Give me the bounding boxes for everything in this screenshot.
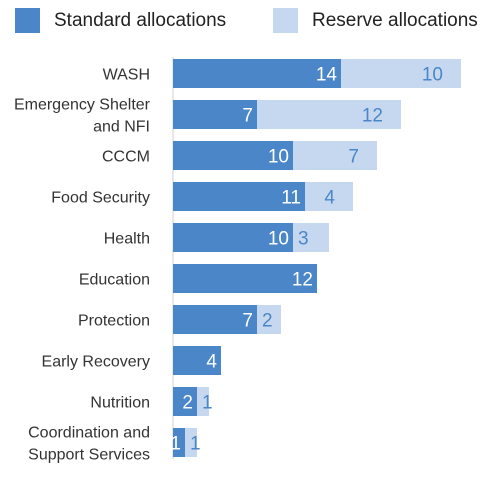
bar-reserve bbox=[257, 100, 401, 129]
bar-standard bbox=[173, 428, 185, 457]
bar-reserve bbox=[305, 182, 353, 211]
chart-legend: Standard allocations Reserve allocations bbox=[0, 8, 494, 36]
category-label: WASH bbox=[103, 67, 150, 84]
data-label-reserve: 1 bbox=[202, 393, 213, 414]
bar-reserve bbox=[341, 59, 461, 88]
data-label-reserve: 1 bbox=[190, 434, 201, 455]
bar-reserve bbox=[257, 305, 281, 334]
bar-standard bbox=[173, 223, 293, 252]
category-label: Early Recovery bbox=[42, 354, 150, 371]
data-label-reserve: 7 bbox=[348, 147, 359, 168]
data-label-reserve: 4 bbox=[324, 188, 335, 209]
bar-standard bbox=[173, 387, 197, 416]
data-label-reserve: 12 bbox=[362, 106, 383, 127]
bar-standard bbox=[173, 182, 305, 211]
bar-reserve bbox=[185, 428, 197, 457]
data-label-standard: 7 bbox=[242, 311, 253, 332]
category-label: Food Security bbox=[51, 190, 150, 207]
legend-swatch-reserve bbox=[273, 8, 298, 33]
category-label: Emergency Shelter bbox=[14, 97, 151, 114]
category-label: Protection bbox=[78, 313, 150, 330]
bar-reserve bbox=[197, 387, 209, 416]
legend-item-standard: Standard allocations bbox=[15, 8, 226, 33]
data-label-standard: 11 bbox=[281, 188, 301, 209]
data-label-standard: 1 bbox=[170, 434, 181, 455]
category-label: Support Services bbox=[28, 447, 150, 464]
data-label-standard: 10 bbox=[268, 229, 289, 250]
bar-standard bbox=[173, 141, 293, 170]
bar-reserve bbox=[293, 223, 329, 252]
category-label: and NFI bbox=[93, 119, 150, 136]
bar-standard bbox=[173, 346, 221, 375]
data-label-standard: 2 bbox=[182, 393, 193, 414]
bar-reserve bbox=[293, 141, 377, 170]
data-label-standard: 7 bbox=[242, 106, 253, 127]
data-label-reserve: 3 bbox=[298, 229, 309, 250]
category-label: CCCM bbox=[102, 149, 150, 166]
bar-standard bbox=[173, 264, 317, 293]
data-label-standard: 12 bbox=[292, 270, 313, 291]
legend-label-standard: Standard allocations bbox=[54, 9, 227, 31]
bar-standard bbox=[173, 100, 257, 129]
category-label: Nutrition bbox=[90, 395, 150, 412]
legend-swatch-standard bbox=[15, 8, 40, 33]
data-label-standard: 4 bbox=[206, 352, 217, 373]
category-label: Coordination and bbox=[28, 425, 150, 442]
category-label: Health bbox=[104, 231, 150, 248]
data-label-reserve: 2 bbox=[262, 311, 273, 332]
bar-standard bbox=[173, 59, 341, 88]
category-label: Education bbox=[79, 272, 150, 289]
legend-item-reserve: Reserve allocations bbox=[273, 8, 478, 33]
data-label-standard: 14 bbox=[316, 65, 338, 86]
bar-standard bbox=[173, 305, 257, 334]
data-label-reserve: 10 bbox=[422, 65, 443, 86]
legend-label-reserve: Reserve allocations bbox=[312, 9, 478, 31]
data-label-standard: 10 bbox=[268, 147, 289, 168]
